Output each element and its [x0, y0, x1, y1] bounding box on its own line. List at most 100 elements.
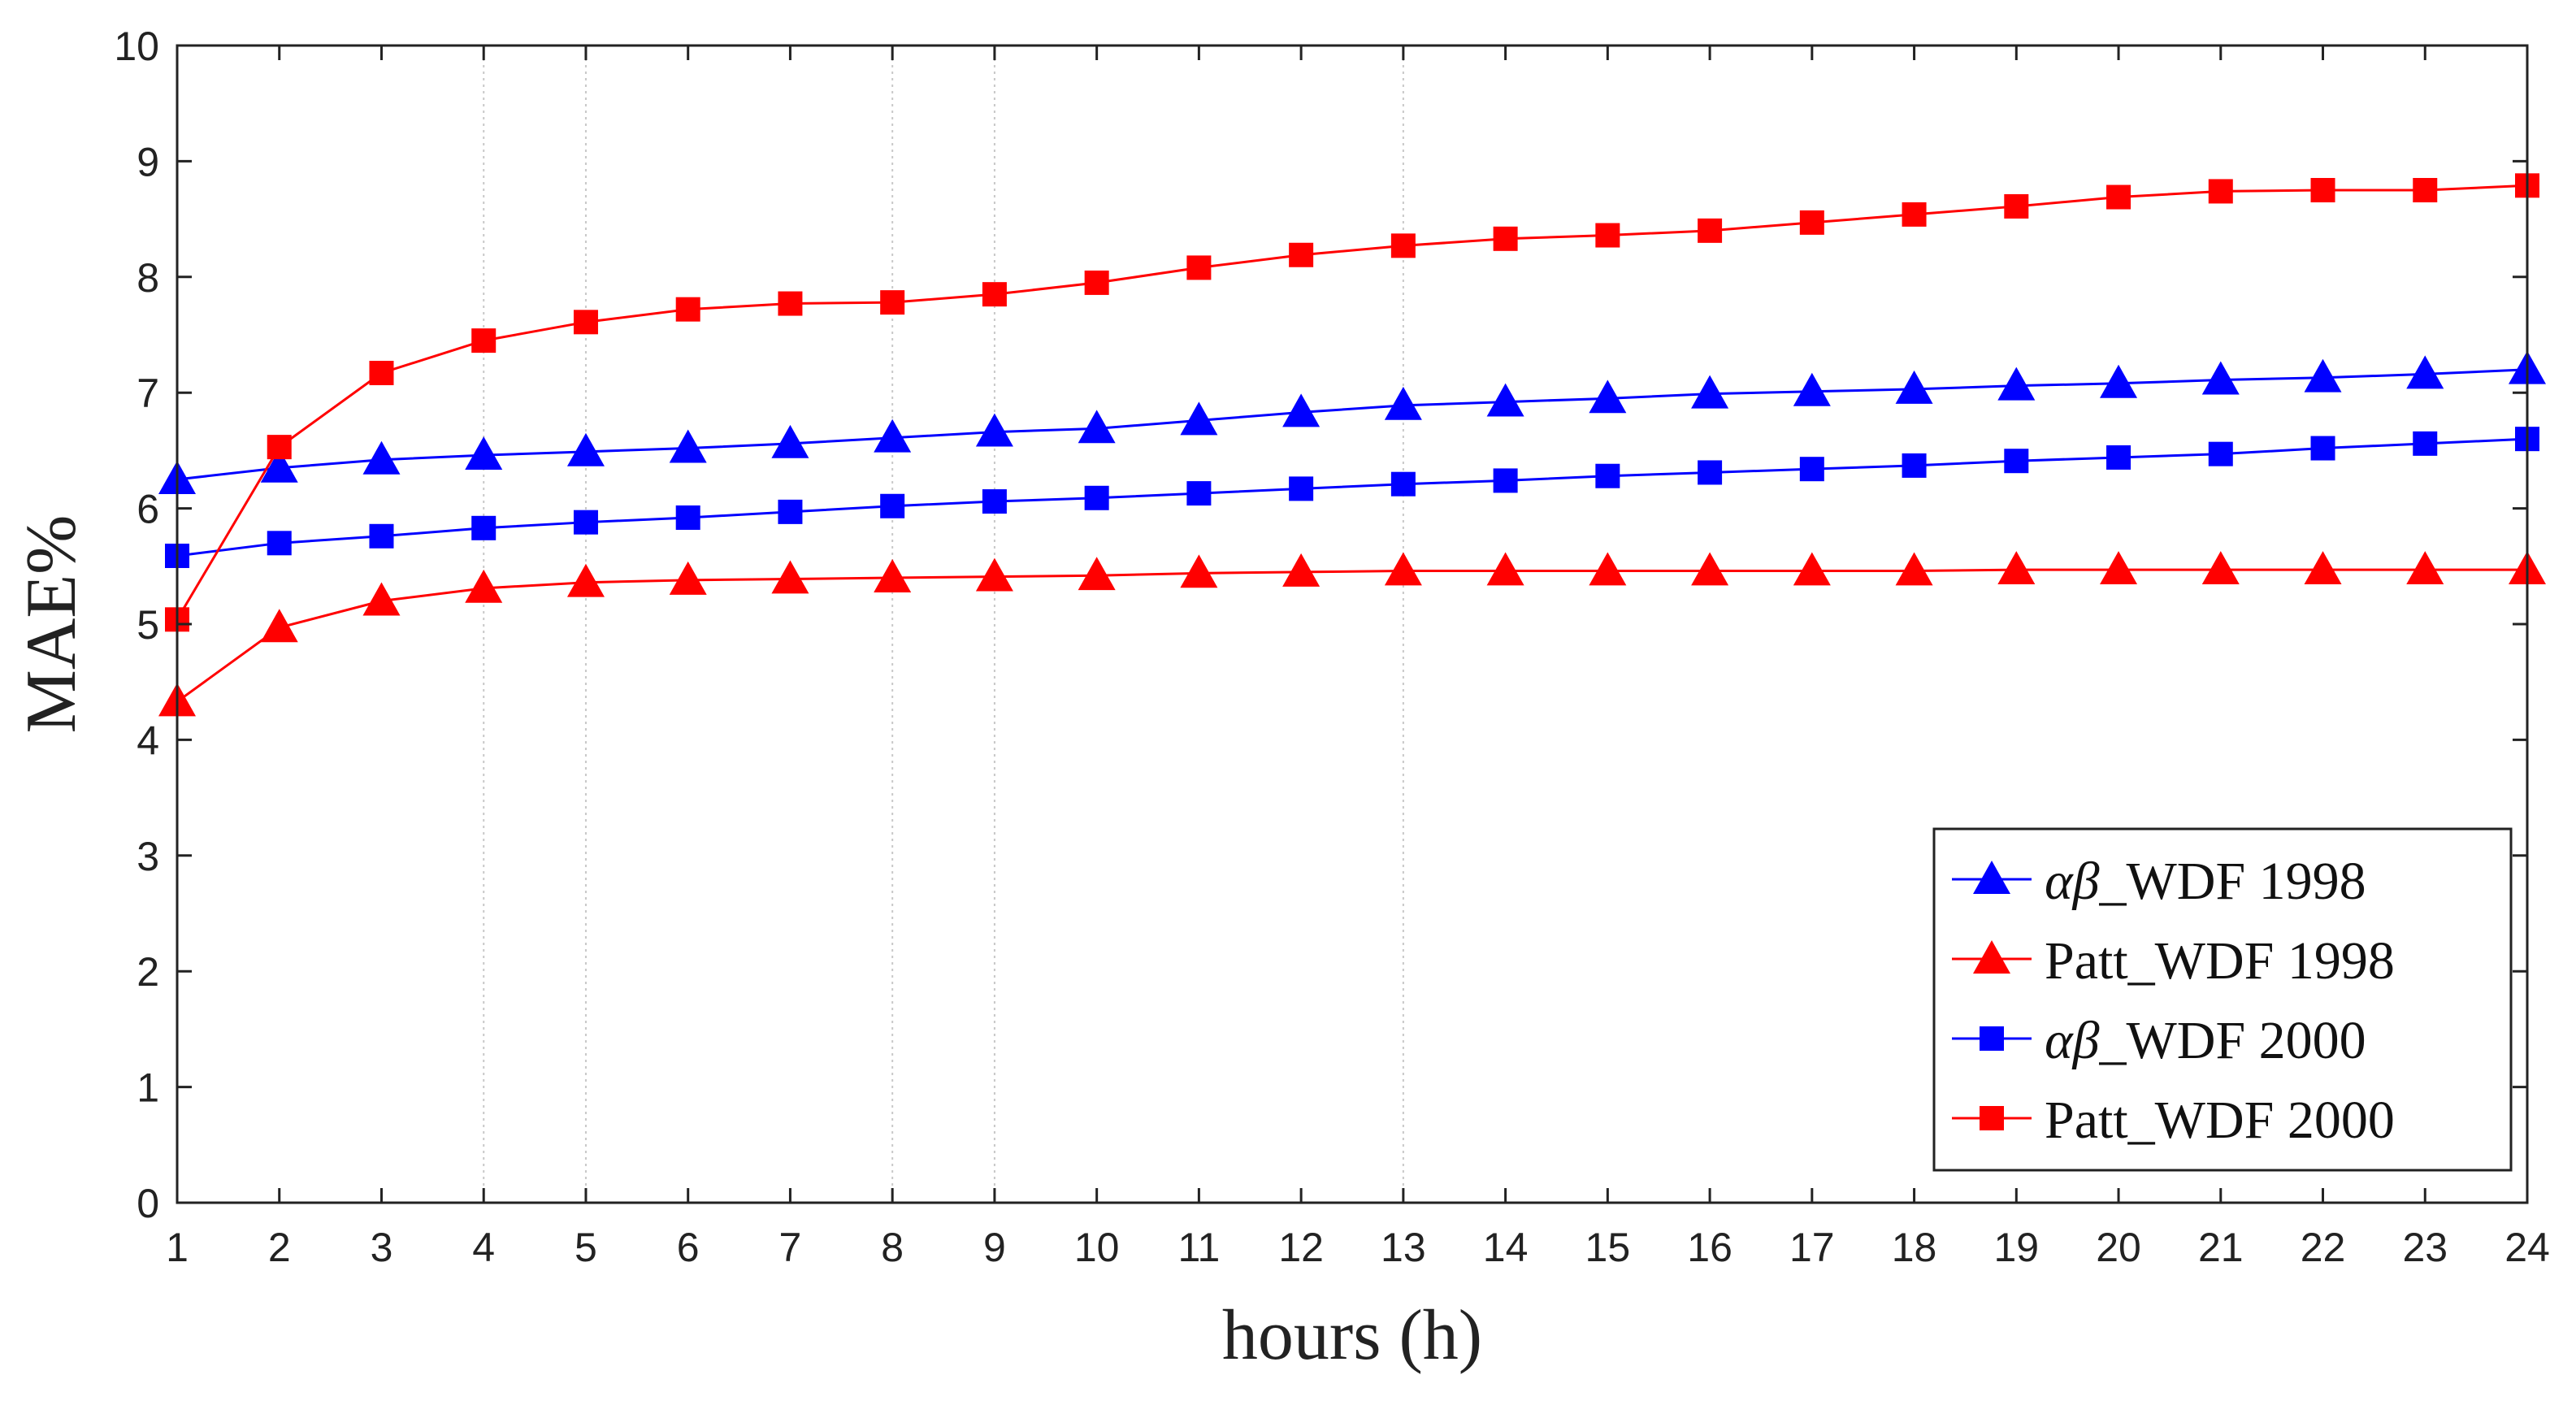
data-point — [1902, 453, 1927, 478]
x-tick-label: 5 — [575, 1225, 597, 1270]
data-point — [1282, 393, 1321, 427]
x-tick-label: 6 — [677, 1225, 700, 1270]
data-point — [2413, 178, 2438, 202]
data-point — [1186, 255, 1212, 280]
x-tick-label: 19 — [1993, 1225, 2039, 1270]
x-tick-label: 17 — [1789, 1225, 1835, 1270]
legend-marker — [1980, 1106, 2004, 1130]
data-point — [369, 523, 394, 549]
data-point — [1589, 380, 1627, 414]
data-point — [1289, 476, 1314, 501]
x-tick-label: 3 — [371, 1225, 393, 1270]
data-point — [2310, 178, 2335, 202]
data-point — [1384, 386, 1422, 420]
y-tick-label: 2 — [137, 949, 159, 995]
y-tick-label: 8 — [137, 255, 159, 301]
data-point — [2106, 184, 2131, 210]
data-point — [982, 489, 1007, 514]
y-axis-title: MAE% — [12, 515, 91, 734]
data-point — [267, 435, 292, 460]
data-point — [1486, 383, 1524, 417]
data-point — [1493, 468, 1518, 493]
x-tick-label: 16 — [1687, 1225, 1733, 1270]
data-point — [1793, 372, 1831, 406]
series-3 — [165, 427, 2539, 568]
data-point — [2304, 551, 2342, 585]
data-point — [362, 440, 401, 475]
data-point — [2106, 445, 2131, 470]
grid-layer — [483, 46, 1404, 1203]
data-point — [975, 413, 1013, 447]
data-point — [1997, 367, 2036, 401]
legend-label: Patt_WDF 2000 — [2045, 1091, 2395, 1150]
x-tick-label: 24 — [2504, 1225, 2550, 1270]
data-point — [2004, 193, 2029, 219]
data-point — [260, 449, 298, 483]
legend-item: Patt_WDF 2000 — [1952, 1091, 2395, 1150]
y-tick-label: 6 — [137, 487, 159, 532]
data-point — [1997, 551, 2036, 585]
data-point — [880, 493, 905, 518]
x-axis-title: hours (h) — [1222, 1296, 1482, 1375]
x-tick-label: 2 — [268, 1225, 291, 1270]
data-point — [2406, 551, 2444, 585]
data-point — [267, 531, 292, 556]
series-1 — [158, 350, 2546, 494]
data-point — [778, 291, 803, 316]
x-tick-label: 22 — [2301, 1225, 2346, 1270]
data-point — [566, 432, 605, 466]
y-tick-label: 0 — [137, 1181, 159, 1226]
data-point — [874, 419, 912, 453]
data-point — [669, 561, 707, 595]
data-point — [1390, 471, 1416, 497]
data-point — [771, 560, 809, 594]
data-point — [465, 436, 503, 471]
legend-label: αβ_WDF 1998 — [2045, 852, 2366, 911]
data-point — [1384, 552, 1422, 586]
data-point — [1595, 463, 1620, 488]
legend: αβ_WDF 1998 Patt_WDF 1998 αβ_WDF 2000 Patt_… — [1932, 827, 2513, 1172]
data-point — [2100, 364, 2138, 398]
y-tick-label: 10 — [114, 24, 159, 69]
data-point — [1799, 457, 1824, 482]
data-point — [778, 499, 803, 524]
legend-label: αβ_WDF 2000 — [2045, 1011, 2366, 1070]
legend-marker — [1973, 861, 2010, 894]
data-point — [2201, 551, 2240, 585]
legend-item: αβ_WDF 2000 — [1952, 1011, 2366, 1070]
series-line — [176, 437, 2528, 557]
data-point — [2310, 436, 2335, 461]
data-point — [1493, 226, 1518, 251]
x-tick-label: 1 — [166, 1225, 189, 1270]
data-point — [675, 297, 700, 322]
x-tick-label: 23 — [2402, 1225, 2448, 1270]
series-line — [176, 368, 2528, 481]
data-point — [260, 609, 298, 643]
data-point — [471, 515, 497, 540]
data-point — [1589, 552, 1627, 586]
data-point — [1691, 552, 1729, 586]
x-tick-label: 7 — [779, 1225, 802, 1270]
data-point — [1186, 481, 1212, 506]
data-point — [2406, 355, 2444, 389]
data-point — [2004, 449, 2029, 474]
x-tick-label: 4 — [472, 1225, 495, 1270]
data-point — [1390, 233, 1416, 258]
x-tick-label: 12 — [1278, 1225, 1324, 1270]
x-tick-label: 20 — [2096, 1225, 2141, 1270]
data-point — [880, 290, 905, 315]
data-point — [2201, 361, 2240, 395]
data-point — [566, 563, 605, 597]
data-point — [675, 505, 700, 530]
y-tick-label: 9 — [137, 139, 159, 184]
data-point — [1289, 242, 1314, 267]
data-point — [1486, 552, 1524, 586]
data-point — [2100, 551, 2138, 585]
x-tick-label: 9 — [983, 1225, 1006, 1270]
legend-label: Patt_WDF 1998 — [2045, 931, 2395, 991]
series-2 — [158, 551, 2546, 717]
data-point — [369, 360, 394, 385]
x-tick-label: 14 — [1483, 1225, 1529, 1270]
series-line — [176, 568, 2527, 703]
